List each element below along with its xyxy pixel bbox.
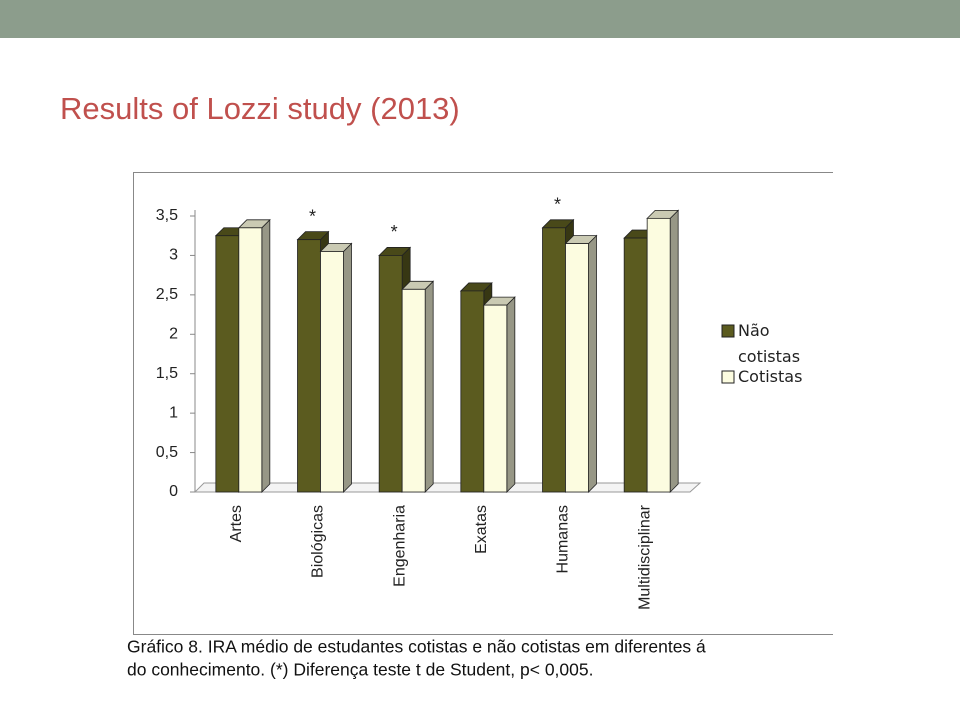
y-tick-label: 3,5	[156, 207, 178, 224]
bar	[401, 288, 426, 493]
significance-mark: *	[309, 206, 316, 226]
y-tick-label: 1,5	[156, 365, 178, 382]
bar	[215, 235, 240, 493]
x-tick-label: Artes	[228, 505, 245, 542]
bar	[378, 255, 403, 493]
x-tick-label: Multidisciplinar	[636, 504, 653, 610]
legend-label-box: Cotistas	[738, 367, 803, 386]
bar-side	[261, 218, 271, 493]
legend-label: Não cotistas	[738, 321, 801, 366]
y-tick-label: 2	[169, 326, 178, 343]
x-tick-label: Biológicas	[310, 505, 327, 578]
bar-side	[669, 209, 679, 493]
crop	[833, 160, 960, 640]
slide-title: Results of Lozzi study (2013)	[60, 91, 460, 126]
bar	[483, 304, 508, 493]
bar	[542, 227, 566, 493]
legend-swatch	[721, 324, 735, 338]
bar	[565, 243, 589, 493]
y-tick-label: 3	[169, 247, 178, 264]
y-tick-label: 0	[169, 483, 178, 500]
legend-label-box: Não cotistas	[738, 321, 801, 366]
caption: Gráfico 8. IRA médio de estudantes cotis…	[127, 637, 706, 657]
x-tick-label: Exatas	[473, 505, 490, 554]
top-bar	[0, 0, 960, 38]
bar-side	[424, 280, 434, 493]
bar-side	[343, 242, 352, 493]
bar	[623, 237, 648, 493]
x-tick-label: Humanas	[555, 505, 572, 573]
bar	[460, 290, 485, 493]
bar-side	[588, 234, 597, 493]
bar	[297, 239, 321, 493]
y-tick-label: 1	[169, 404, 178, 421]
significance-mark: *	[554, 195, 561, 215]
legend-label: Cotistas	[738, 367, 803, 386]
legend-swatch	[721, 370, 735, 384]
bar	[646, 217, 671, 493]
y-tick-label: 2,5	[156, 286, 178, 303]
bar-side	[506, 296, 516, 493]
x-tick-label: Engenharia	[391, 505, 408, 587]
bar	[320, 251, 344, 493]
significance-mark: *	[391, 222, 398, 242]
caption: do conhecimento. (*) Diferença teste t d…	[127, 660, 593, 680]
y-tick-label: 0,5	[156, 444, 178, 461]
bar	[238, 227, 263, 493]
